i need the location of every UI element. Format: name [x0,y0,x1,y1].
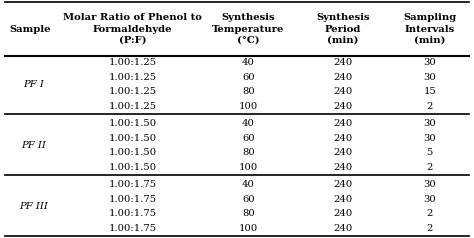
Text: 240: 240 [333,195,353,204]
Text: 80: 80 [242,209,255,218]
Text: 30: 30 [423,180,436,189]
Text: 240: 240 [333,180,353,189]
Text: 40: 40 [242,119,255,129]
Text: 100: 100 [239,163,258,172]
Text: 2: 2 [427,209,433,218]
Text: 1.00:1.75: 1.00:1.75 [108,209,156,218]
Text: 240: 240 [333,149,353,157]
Text: 1.00:1.50: 1.00:1.50 [108,163,156,172]
Text: PF I: PF I [24,80,45,89]
Text: PF II: PF II [22,141,46,150]
Text: 240: 240 [333,224,353,233]
Text: Sampling
Intervals
(min): Sampling Intervals (min) [403,14,456,45]
Text: 60: 60 [242,73,255,82]
Text: 1.00:1.50: 1.00:1.50 [108,134,156,143]
Text: 80: 80 [242,87,255,96]
Text: 240: 240 [333,73,353,82]
Text: Synthesis
Temperature
(°C): Synthesis Temperature (°C) [212,14,285,45]
Text: 1.00:1.75: 1.00:1.75 [108,180,156,189]
Text: 1.00:1.50: 1.00:1.50 [108,149,156,157]
Text: 30: 30 [423,59,436,68]
Text: 1.00:1.25: 1.00:1.25 [108,59,156,68]
Text: 30: 30 [423,195,436,204]
Text: PF III: PF III [19,202,48,211]
Text: 1.00:1.75: 1.00:1.75 [108,224,156,233]
Text: 240: 240 [333,119,353,129]
Text: 100: 100 [239,102,258,111]
Text: 30: 30 [423,119,436,129]
Text: 60: 60 [242,195,255,204]
Text: 40: 40 [242,59,255,68]
Text: Molar Ratio of Phenol to
Formaldehyde
(P:F): Molar Ratio of Phenol to Formaldehyde (P… [63,14,202,45]
Text: Synthesis
Period
(min): Synthesis Period (min) [316,14,370,45]
Text: 240: 240 [333,59,353,68]
Text: 1.00:1.50: 1.00:1.50 [108,119,156,129]
Text: 240: 240 [333,134,353,143]
Text: 1.00:1.75: 1.00:1.75 [108,195,156,204]
Text: 40: 40 [242,180,255,189]
Text: 240: 240 [333,209,353,218]
Text: 30: 30 [423,73,436,82]
Text: 240: 240 [333,102,353,111]
Text: 2: 2 [427,163,433,172]
Text: 2: 2 [427,224,433,233]
Text: 1.00:1.25: 1.00:1.25 [108,102,156,111]
Text: 240: 240 [333,87,353,96]
Text: 240: 240 [333,163,353,172]
Text: 15: 15 [423,87,436,96]
Text: 80: 80 [242,149,255,157]
Text: 1.00:1.25: 1.00:1.25 [108,87,156,96]
Text: Sample: Sample [9,25,51,34]
Text: 1.00:1.25: 1.00:1.25 [108,73,156,82]
Text: 2: 2 [427,102,433,111]
Text: 5: 5 [427,149,433,157]
Text: 30: 30 [423,134,436,143]
Text: 100: 100 [239,224,258,233]
Text: 60: 60 [242,134,255,143]
